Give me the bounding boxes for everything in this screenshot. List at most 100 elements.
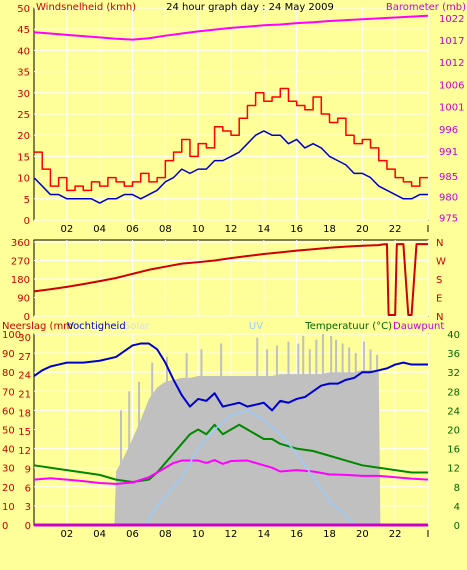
humidity-axis-title: Vochtigheid bbox=[67, 321, 126, 332]
barometer-axis-title: Barometer (mb) bbox=[386, 2, 466, 13]
barometer-tick-label: 1022 bbox=[439, 14, 464, 25]
wind-tick-label: 45 bbox=[17, 25, 30, 36]
series-humidity bbox=[33, 342, 428, 412]
direction-tick-label: 270 bbox=[11, 257, 30, 268]
temperature-axis-title: Temperatuur (°C) bbox=[304, 321, 392, 332]
series-temperature bbox=[33, 423, 428, 484]
time-tick-label: 18 bbox=[323, 224, 336, 235]
humidity-tick-label: 80 bbox=[2, 368, 15, 379]
series-direction bbox=[33, 243, 428, 316]
wind-tick-label: 35 bbox=[17, 68, 30, 79]
time-tick-label: 02 bbox=[60, 529, 73, 540]
wind-tick-label: 20 bbox=[17, 131, 30, 142]
compass-tick-label: N bbox=[436, 312, 443, 323]
direction-tick-label: 360 bbox=[11, 238, 30, 249]
rain-tick-label: 6 bbox=[25, 483, 31, 494]
humidity-tick-label: 0 bbox=[2, 521, 8, 532]
humidity-tick-label: 100 bbox=[2, 330, 21, 341]
direction-tick-label: 0 bbox=[24, 312, 30, 323]
barometer-tick-label: 1017 bbox=[439, 36, 464, 47]
humidity-tick-label: 60 bbox=[2, 406, 15, 417]
time-tick-label: 22 bbox=[389, 529, 402, 540]
humidity-tick-label: 70 bbox=[2, 387, 15, 398]
rain-tick-label: 0 bbox=[25, 521, 31, 532]
series-temp-humidity bbox=[33, 334, 429, 527]
compass-tick-label: N bbox=[436, 238, 443, 249]
humidity-tick-label: 40 bbox=[2, 445, 15, 456]
rain-tick-label: 15 bbox=[18, 427, 31, 438]
time-tick-label: 04 bbox=[93, 224, 106, 235]
humidity-tick-label: 20 bbox=[2, 483, 15, 494]
compass-tick-label: W bbox=[436, 257, 446, 268]
barometer-tick-label: 980 bbox=[439, 193, 458, 204]
rain-axis-title: Neerslag (mm bbox=[2, 321, 73, 332]
rain-tick-label: 21 bbox=[18, 389, 31, 400]
time-tick-label: 16 bbox=[290, 529, 303, 540]
uv-axis-title: UV bbox=[249, 321, 263, 332]
time-tick-label: 10 bbox=[192, 529, 205, 540]
rain-tick-label: 30 bbox=[18, 333, 31, 344]
wind-tick-label: 5 bbox=[24, 195, 30, 206]
axis-ticks: 0510152025303540455097598098599199610011… bbox=[2, 4, 464, 540]
series-dewpoint bbox=[33, 459, 429, 485]
time-tick-label: 20 bbox=[356, 224, 369, 235]
humidity-tick-label: 10 bbox=[2, 502, 15, 513]
barometer-tick-label: 1001 bbox=[439, 103, 464, 114]
direction-tick-label: 90 bbox=[17, 294, 30, 305]
wind-tick-label: 0 bbox=[24, 216, 30, 227]
series-barometer bbox=[33, 14, 429, 41]
humidity-tick-label: 50 bbox=[2, 426, 15, 437]
time-tick-label: 08 bbox=[159, 224, 172, 235]
temperature-tick-label: 0 bbox=[454, 521, 460, 532]
wind-axis-title: Windsnelheid (kmh) bbox=[36, 2, 136, 13]
time-tick-label: 20 bbox=[356, 529, 369, 540]
barometer-tick-label: 1006 bbox=[439, 81, 464, 92]
direction-tick-label: 180 bbox=[11, 275, 30, 286]
rain-tick-label: 9 bbox=[25, 465, 31, 476]
time-tick-label: I bbox=[427, 529, 430, 540]
rain-tick-label: 18 bbox=[18, 408, 31, 419]
temperature-tick-label: 12 bbox=[447, 464, 460, 475]
rain-tick-label: 12 bbox=[18, 446, 31, 457]
time-tick-label: 22 bbox=[389, 224, 402, 235]
humidity-tick-label: 30 bbox=[2, 464, 15, 475]
series-solar bbox=[34, 370, 428, 525]
temperature-tick-label: 40 bbox=[447, 330, 460, 341]
series-wind bbox=[33, 130, 428, 204]
time-tick-label: 12 bbox=[225, 529, 238, 540]
wind-tick-label: 25 bbox=[17, 110, 30, 121]
wind-tick-label: 30 bbox=[17, 89, 30, 100]
rain-tick-label: 27 bbox=[18, 352, 31, 363]
barometer-tick-label: 975 bbox=[439, 213, 458, 224]
barometer-tick-label: 985 bbox=[439, 172, 458, 183]
time-tick-label: 02 bbox=[60, 224, 73, 235]
time-tick-label: 18 bbox=[323, 529, 336, 540]
wind-tick-label: 40 bbox=[17, 46, 30, 57]
time-tick-label: I bbox=[427, 224, 430, 235]
chart-title: 24 hour graph day : 24 May 2009 bbox=[166, 2, 334, 13]
time-tick-label: 08 bbox=[159, 529, 172, 540]
series-direction bbox=[33, 243, 428, 316]
humidity-tick-label: 90 bbox=[2, 349, 15, 360]
temperature-tick-label: 36 bbox=[447, 349, 460, 360]
temperature-tick-label: 4 bbox=[454, 502, 460, 513]
solar-axis-title: Solar bbox=[124, 321, 150, 332]
rain-tick-label: 24 bbox=[18, 371, 31, 382]
time-tick-label: 06 bbox=[126, 224, 139, 235]
rain-tick-label: 3 bbox=[25, 502, 31, 513]
time-tick-label: 14 bbox=[257, 529, 270, 540]
time-tick-label: 12 bbox=[225, 224, 238, 235]
time-tick-label: 16 bbox=[290, 224, 303, 235]
series-wind-baro bbox=[33, 14, 429, 204]
series-gust bbox=[34, 87, 428, 192]
wind-tick-label: 15 bbox=[17, 152, 30, 163]
temperature-tick-label: 28 bbox=[447, 387, 460, 398]
wind-tick-label: 10 bbox=[17, 174, 30, 185]
time-tick-label: 04 bbox=[93, 529, 106, 540]
barometer-tick-label: 996 bbox=[439, 125, 458, 136]
barometer-tick-label: 1012 bbox=[439, 58, 464, 69]
temperature-tick-label: 24 bbox=[447, 406, 460, 417]
compass-tick-label: E bbox=[436, 294, 442, 305]
